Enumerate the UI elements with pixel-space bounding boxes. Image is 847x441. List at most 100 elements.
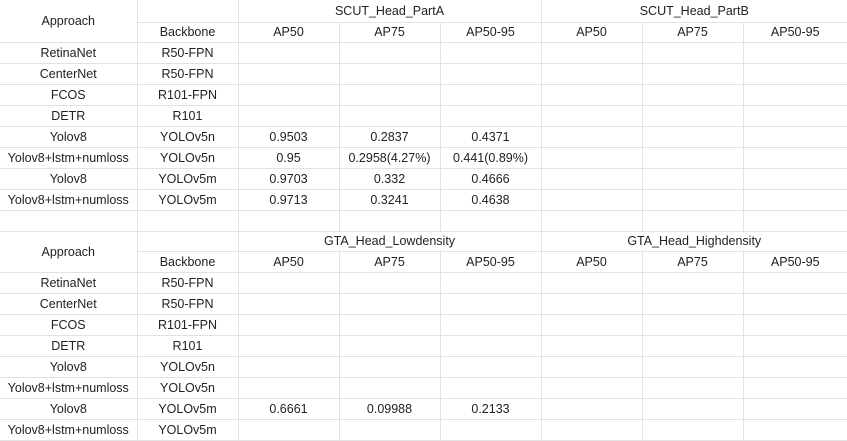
backbone-cell[interactable]: R50-FPN <box>136 292 239 315</box>
metric-header[interactable]: AP50 <box>237 21 340 43</box>
value-cell[interactable] <box>742 125 847 148</box>
approach-cell[interactable]: DETR <box>0 334 138 357</box>
metric-header[interactable]: AP50-95 <box>439 250 542 273</box>
value-cell[interactable] <box>742 167 847 190</box>
approach-cell[interactable]: RetinaNet <box>0 41 138 64</box>
backbone-cell[interactable]: R101 <box>136 104 239 127</box>
value-cell[interactable] <box>641 125 744 148</box>
header-approach[interactable]: Approach <box>0 0 138 43</box>
metric-header[interactable]: AP75 <box>641 21 744 43</box>
value-cell[interactable] <box>237 292 340 315</box>
value-cell[interactable]: 0.9713 <box>237 188 340 211</box>
value-cell[interactable] <box>641 313 744 336</box>
value-cell[interactable] <box>338 418 441 441</box>
value-cell[interactable] <box>439 334 542 357</box>
dataset-header[interactable]: GTA_Head_Highdensity <box>540 230 847 252</box>
value-cell[interactable] <box>439 62 542 85</box>
value-cell[interactable] <box>338 104 441 127</box>
value-cell[interactable] <box>540 41 643 64</box>
value-cell[interactable] <box>439 418 542 441</box>
value-cell[interactable] <box>540 313 643 336</box>
value-cell[interactable] <box>742 313 847 336</box>
value-cell[interactable] <box>237 83 340 106</box>
value-cell[interactable] <box>439 271 542 294</box>
backbone-cell[interactable]: R50-FPN <box>136 271 239 294</box>
header-blank[interactable] <box>136 230 239 252</box>
value-cell[interactable] <box>641 271 744 294</box>
value-cell[interactable] <box>742 334 847 357</box>
value-cell[interactable] <box>742 146 847 169</box>
value-cell[interactable] <box>540 188 643 211</box>
empty-cell[interactable] <box>136 209 239 232</box>
value-cell[interactable] <box>742 62 847 85</box>
value-cell[interactable] <box>439 83 542 106</box>
header-backbone[interactable]: Backbone <box>136 21 239 43</box>
metric-header[interactable]: AP50 <box>540 21 643 43</box>
backbone-cell[interactable]: YOLOv5n <box>136 125 239 148</box>
approach-cell[interactable]: FCOS <box>0 83 138 106</box>
value-cell[interactable] <box>641 334 744 357</box>
value-cell[interactable] <box>540 292 643 315</box>
value-cell[interactable]: 0.441(0.89%) <box>439 146 542 169</box>
approach-cell[interactable]: DETR <box>0 104 138 127</box>
approach-cell[interactable]: RetinaNet <box>0 271 138 294</box>
value-cell[interactable]: 0.2837 <box>338 125 441 148</box>
backbone-cell[interactable]: R101-FPN <box>136 313 239 336</box>
backbone-cell[interactable]: YOLOv5m <box>136 418 239 441</box>
backbone-cell[interactable]: YOLOv5m <box>136 188 239 211</box>
backbone-cell[interactable]: YOLOv5m <box>136 397 239 420</box>
value-cell[interactable]: 0.2958(4.27%) <box>338 146 441 169</box>
value-cell[interactable] <box>338 62 441 85</box>
empty-cell[interactable] <box>439 209 542 232</box>
value-cell[interactable] <box>540 104 643 127</box>
value-cell[interactable]: 0.09988 <box>338 397 441 420</box>
approach-cell[interactable]: Yolov8 <box>0 167 138 190</box>
empty-cell[interactable] <box>742 209 847 232</box>
metric-header[interactable]: AP50-95 <box>742 21 847 43</box>
value-cell[interactable] <box>237 41 340 64</box>
value-cell[interactable] <box>742 397 847 420</box>
value-cell[interactable] <box>742 41 847 64</box>
approach-cell[interactable]: Yolov8+lstm+numloss <box>0 418 138 441</box>
value-cell[interactable]: 0.6661 <box>237 397 340 420</box>
value-cell[interactable] <box>742 376 847 399</box>
approach-cell[interactable]: Yolov8 <box>0 397 138 420</box>
value-cell[interactable] <box>742 271 847 294</box>
value-cell[interactable] <box>338 41 441 64</box>
backbone-cell[interactable]: YOLOv5n <box>136 146 239 169</box>
value-cell[interactable] <box>338 313 441 336</box>
approach-cell[interactable]: Yolov8 <box>0 355 138 378</box>
value-cell[interactable] <box>338 376 441 399</box>
value-cell[interactable] <box>641 62 744 85</box>
value-cell[interactable] <box>641 292 744 315</box>
approach-cell[interactable]: Yolov8+lstm+numloss <box>0 188 138 211</box>
value-cell[interactable] <box>742 355 847 378</box>
empty-cell[interactable] <box>540 209 643 232</box>
value-cell[interactable] <box>237 62 340 85</box>
value-cell[interactable]: 0.9503 <box>237 125 340 148</box>
value-cell[interactable] <box>540 83 643 106</box>
metric-header[interactable]: AP75 <box>338 250 441 273</box>
value-cell[interactable] <box>439 313 542 336</box>
value-cell[interactable] <box>237 313 340 336</box>
value-cell[interactable]: 0.95 <box>237 146 340 169</box>
value-cell[interactable] <box>540 376 643 399</box>
backbone-cell[interactable]: YOLOv5m <box>136 167 239 190</box>
value-cell[interactable] <box>742 292 847 315</box>
value-cell[interactable] <box>338 355 441 378</box>
value-cell[interactable] <box>439 104 542 127</box>
empty-cell[interactable] <box>641 209 744 232</box>
value-cell[interactable]: 0.2133 <box>439 397 542 420</box>
value-cell[interactable] <box>237 418 340 441</box>
value-cell[interactable]: 0.9703 <box>237 167 340 190</box>
backbone-cell[interactable]: YOLOv5n <box>136 355 239 378</box>
value-cell[interactable] <box>237 104 340 127</box>
value-cell[interactable]: 0.4666 <box>439 167 542 190</box>
value-cell[interactable] <box>641 376 744 399</box>
value-cell[interactable] <box>742 104 847 127</box>
backbone-cell[interactable]: R50-FPN <box>136 41 239 64</box>
dataset-header[interactable]: SCUT_Head_PartA <box>237 0 542 23</box>
metric-header[interactable]: AP75 <box>338 21 441 43</box>
value-cell[interactable] <box>641 418 744 441</box>
value-cell[interactable] <box>742 83 847 106</box>
